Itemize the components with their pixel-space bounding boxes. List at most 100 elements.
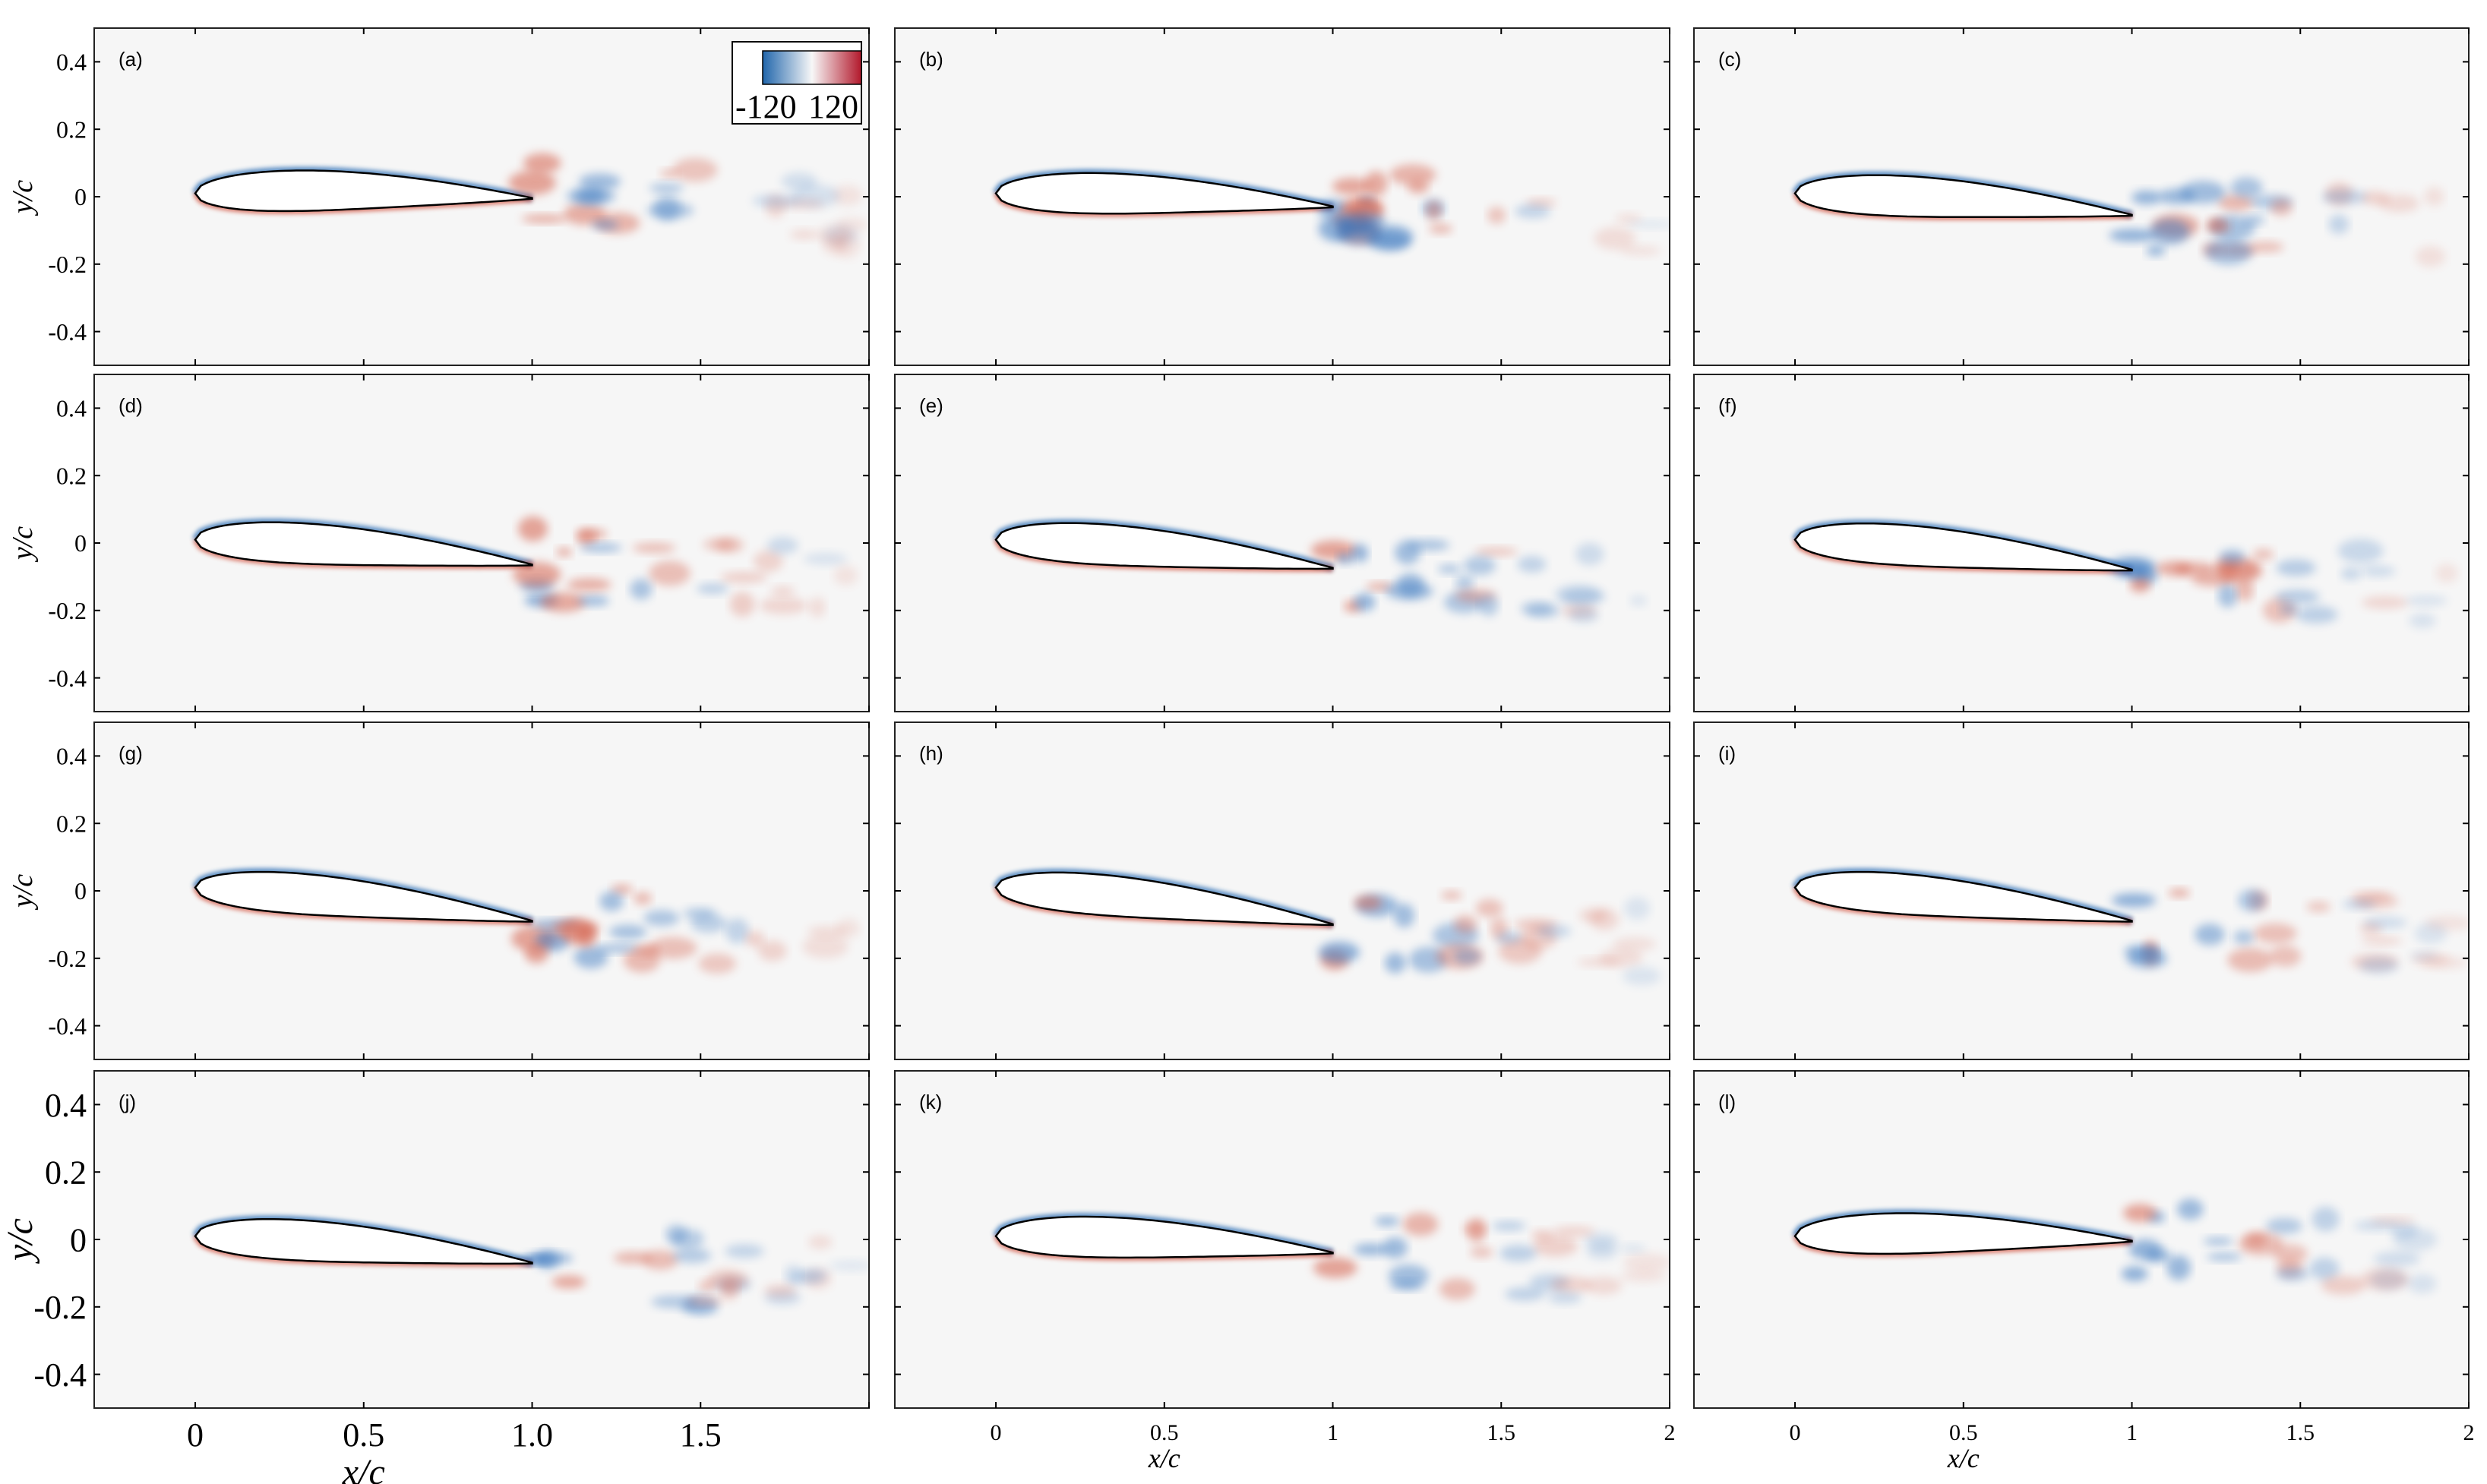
wake-vortex [2262, 598, 2296, 624]
y-axis-title: y/c [7, 526, 39, 563]
wake-vortex [1351, 544, 1369, 563]
wake-vortex [561, 919, 593, 946]
y-axis-title: y/c [7, 180, 39, 216]
wake-vortex [1624, 896, 1651, 920]
wake-vortex [832, 185, 863, 206]
airfoil [994, 871, 1334, 927]
wake-vortex [611, 884, 633, 895]
wake-vortex [1498, 939, 1542, 965]
wake-vortex [2391, 1223, 2418, 1238]
wake-vortex [2176, 1198, 2204, 1220]
colorbar: -120 120 [732, 41, 862, 125]
wake-vortex [753, 550, 783, 573]
wake-vortex [2236, 579, 2254, 601]
panel-c: (c) [1693, 27, 2470, 366]
wake-vortex [720, 572, 767, 583]
wake-vortex [1594, 226, 1636, 250]
airfoil [1793, 870, 2133, 923]
wake-vortex [1585, 1277, 1623, 1295]
wake-vortex [2217, 584, 2237, 608]
wake-vortex [2269, 946, 2302, 967]
wake-vortex [2321, 1275, 2365, 1295]
wake-vortex [690, 914, 727, 933]
wake-vortex [1575, 542, 1604, 566]
wake-vortex [1440, 891, 1462, 900]
wake-vortex [567, 578, 611, 592]
y-tick-label: -0.4 [48, 318, 87, 346]
wake-vortex [2121, 1266, 2148, 1282]
wake-vortex [2253, 923, 2297, 944]
wake-vortex [2321, 189, 2368, 204]
wake-vortex [2166, 1255, 2191, 1280]
wake-vortex [716, 537, 744, 553]
wake-vortex [1384, 952, 1406, 974]
wake-vortex [721, 1277, 739, 1300]
wake-vortex [1353, 1243, 1389, 1256]
y-axis-title: y/c [0, 1218, 40, 1265]
airfoil [194, 169, 533, 213]
wake-vortex [2306, 901, 2331, 913]
wake-vortex [672, 1248, 712, 1264]
wake-vortex [1531, 1230, 1553, 1240]
y-tick-label: -0.4 [48, 1012, 87, 1040]
wake-vortex [649, 560, 690, 586]
wake-vortex [2359, 957, 2399, 974]
wake-vortex [1426, 200, 1442, 221]
wake-vortex [1385, 582, 1433, 601]
y-tick-label: -0.2 [48, 597, 87, 624]
wake-vortex [1505, 1287, 1545, 1301]
wake-vortex [523, 153, 561, 173]
wake-vortex [646, 202, 694, 219]
panel-tag: (d) [119, 394, 143, 417]
wake-vortex [759, 597, 808, 614]
wake-vortex [563, 203, 606, 226]
airfoil [194, 521, 533, 567]
wake-vortex [2409, 613, 2437, 628]
y-tick-label: 0 [70, 1221, 87, 1258]
wake-vortex [556, 548, 572, 557]
wake-vortex [651, 1295, 699, 1309]
wake-vortex [1437, 564, 1462, 573]
wake-vortex [633, 892, 653, 905]
y-axis-title: y/c [7, 874, 39, 911]
wake-vortex [1383, 1237, 1408, 1258]
wake-vortex [698, 953, 737, 974]
panel-b: (b) [894, 27, 1670, 366]
wake-vortex [833, 566, 858, 586]
wake-vortex [2360, 1268, 2410, 1291]
wake-vortex [729, 592, 755, 617]
wake-vortex [1332, 178, 1372, 195]
airfoil [1793, 174, 2133, 219]
wake-vortex [1623, 1253, 1670, 1271]
x-tick-label: 0.5 [1949, 1420, 1978, 1445]
y-tick-label: 0.4 [56, 49, 87, 76]
y-tick-label: 0 [74, 877, 87, 905]
wake-vortex [1429, 224, 1453, 234]
wake-vortex [1515, 204, 1551, 219]
panel-tag: (l) [1718, 1091, 1736, 1113]
wake-vortex [2203, 1237, 2233, 1246]
wake-vortex [767, 536, 798, 554]
panel-e: (e) [894, 374, 1670, 712]
y-tick-label: -0.4 [48, 665, 87, 692]
wake-vortex [2415, 246, 2446, 267]
wake-vortex [2411, 952, 2450, 966]
wake-vortex [596, 944, 640, 953]
wake-vortex [2146, 245, 2166, 257]
wake-vortex [2156, 561, 2192, 576]
wake-vortex [725, 1244, 764, 1258]
wake-vortex [1614, 213, 1642, 223]
wake-vortex [1389, 164, 1436, 186]
wake-vortex [2129, 576, 2150, 593]
x-tick-label: 1.5 [680, 1416, 722, 1454]
wake-vortex [1402, 1212, 1439, 1236]
wake-vortex [1388, 1265, 1429, 1287]
wake-vortex [2109, 229, 2156, 242]
wake-vortex [2128, 1239, 2163, 1260]
wake-vortex [2111, 893, 2157, 908]
panel-k: (k) 0 0.5 1 1.5 2 x/c [894, 1070, 1676, 1473]
wake-vortex [1337, 553, 1354, 564]
panel-tag: (j) [119, 1091, 136, 1113]
wake-vortex [2252, 548, 2274, 560]
wake-vortex [830, 1260, 869, 1271]
